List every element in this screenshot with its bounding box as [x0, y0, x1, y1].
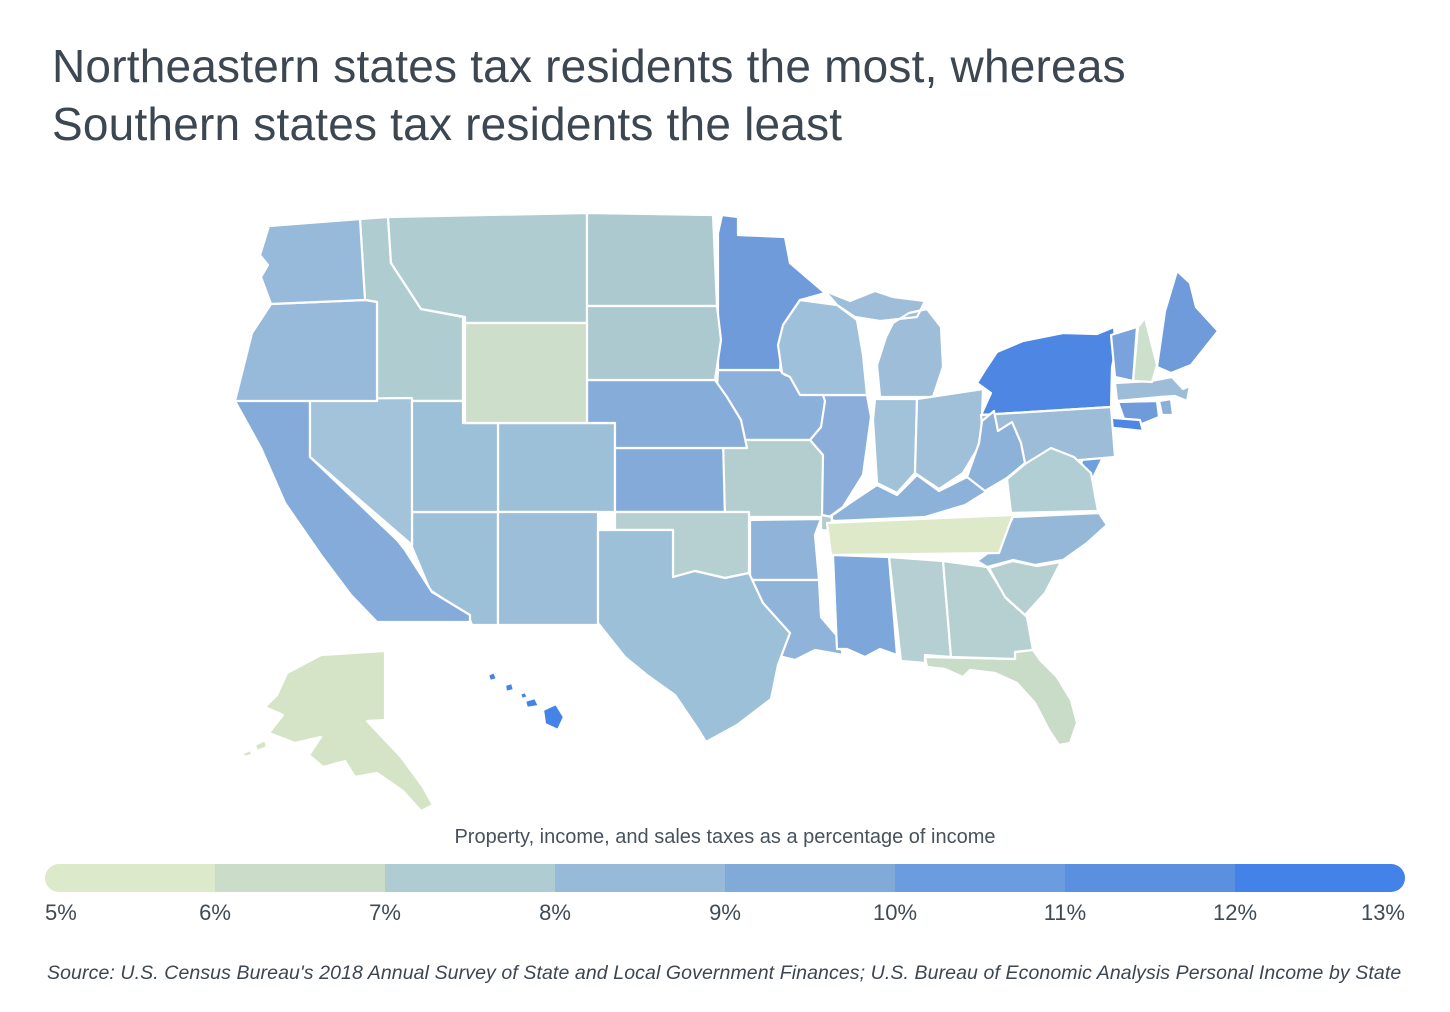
state-RI[interactable]: Rhode Island [1157, 397, 1175, 417]
legend-segment-8 [1235, 864, 1405, 892]
state-TN[interactable]: Tennessee [825, 513, 1015, 557]
states-layer: AlabamaAlaskaArizonaArkansasCaliforniaCo… [233, 211, 1220, 813]
state-WV[interactable]: West Virginia [965, 409, 1027, 493]
legend-tick-labels: 5% 6% 7% 8% 9% 10% 11% 12% 13% [45, 900, 1405, 930]
state-MS[interactable]: Mississippi [831, 553, 899, 659]
legend-tick-7: 7% [369, 900, 401, 925]
state-OH[interactable]: Ohio [913, 387, 985, 491]
legend-segment-5 [725, 864, 895, 892]
legend-segment-4 [555, 864, 725, 892]
state-WA[interactable]: Washington [258, 217, 367, 306]
legend-tick-5: 5% [45, 900, 77, 925]
legend-tick-6: 6% [199, 900, 231, 925]
state-OR[interactable]: Oregon [233, 298, 379, 403]
state-SD[interactable]: South Dakota [585, 304, 723, 382]
legend-segment-7 [1065, 864, 1235, 892]
state-ME[interactable]: Maine [1155, 269, 1220, 375]
state-MN[interactable]: Minnesota [716, 213, 827, 372]
legend-tick-8: 8% [539, 900, 571, 925]
source-note: Source: U.S. Census Bureau's 2018 Annual… [47, 962, 1402, 984]
legend-tick-12: 12% [1212, 900, 1258, 925]
state-IN[interactable]: Indiana [871, 397, 919, 495]
page-title-line1: Northeastern states tax residents the mo… [52, 40, 1126, 92]
state-SC[interactable]: South Carolina [987, 559, 1063, 617]
legend-gradient-bar [45, 864, 1405, 892]
state-ND[interactable]: North Dakota [585, 211, 719, 308]
state-AL[interactable]: Alabama [887, 555, 953, 665]
legend-tick-10: 10% [872, 900, 918, 925]
state-CO[interactable]: Colorado [496, 421, 617, 514]
legend-tick-13: 13% [1360, 900, 1405, 925]
state-TX[interactable]: Texas [596, 528, 792, 744]
us-choropleth-map: AlabamaAlaskaArizonaArkansasCaliforniaCo… [225, 205, 1235, 830]
us-map: AlabamaAlaskaArizonaArkansasCaliforniaCo… [233, 211, 1220, 813]
legend-tick-9: 9% [709, 900, 741, 925]
state-MA[interactable]: Massachusetts [1113, 375, 1192, 403]
state-NM[interactable]: New Mexico [496, 510, 600, 627]
state-AR[interactable]: Arkansas [748, 517, 823, 582]
legend-segment-1 [45, 864, 215, 892]
legend-segment-3 [385, 864, 555, 892]
state-WI[interactable]: Wisconsin [776, 298, 869, 397]
legend-segment-2 [215, 864, 385, 892]
state-NE[interactable]: Nebraska [585, 378, 749, 450]
state-FL[interactable]: Florida [923, 648, 1079, 747]
state-AK[interactable]: Alaska [241, 649, 435, 813]
legend-tick-11: 11% [1043, 900, 1087, 925]
legend-title: Property, income, and sales taxes as a p… [454, 826, 996, 848]
state-WY[interactable]: Wyoming [463, 321, 589, 425]
page-title-line2: Southern states tax residents the least [52, 97, 843, 150]
color-legend: Property, income, and sales taxes as a p… [45, 826, 1405, 930]
state-HI[interactable]: Hawaii [486, 670, 566, 732]
page-title: Northeastern states tax residents the mo… [52, 38, 1412, 154]
state-VT[interactable]: Vermont [1109, 325, 1139, 383]
legend-segment-6 [895, 864, 1065, 892]
